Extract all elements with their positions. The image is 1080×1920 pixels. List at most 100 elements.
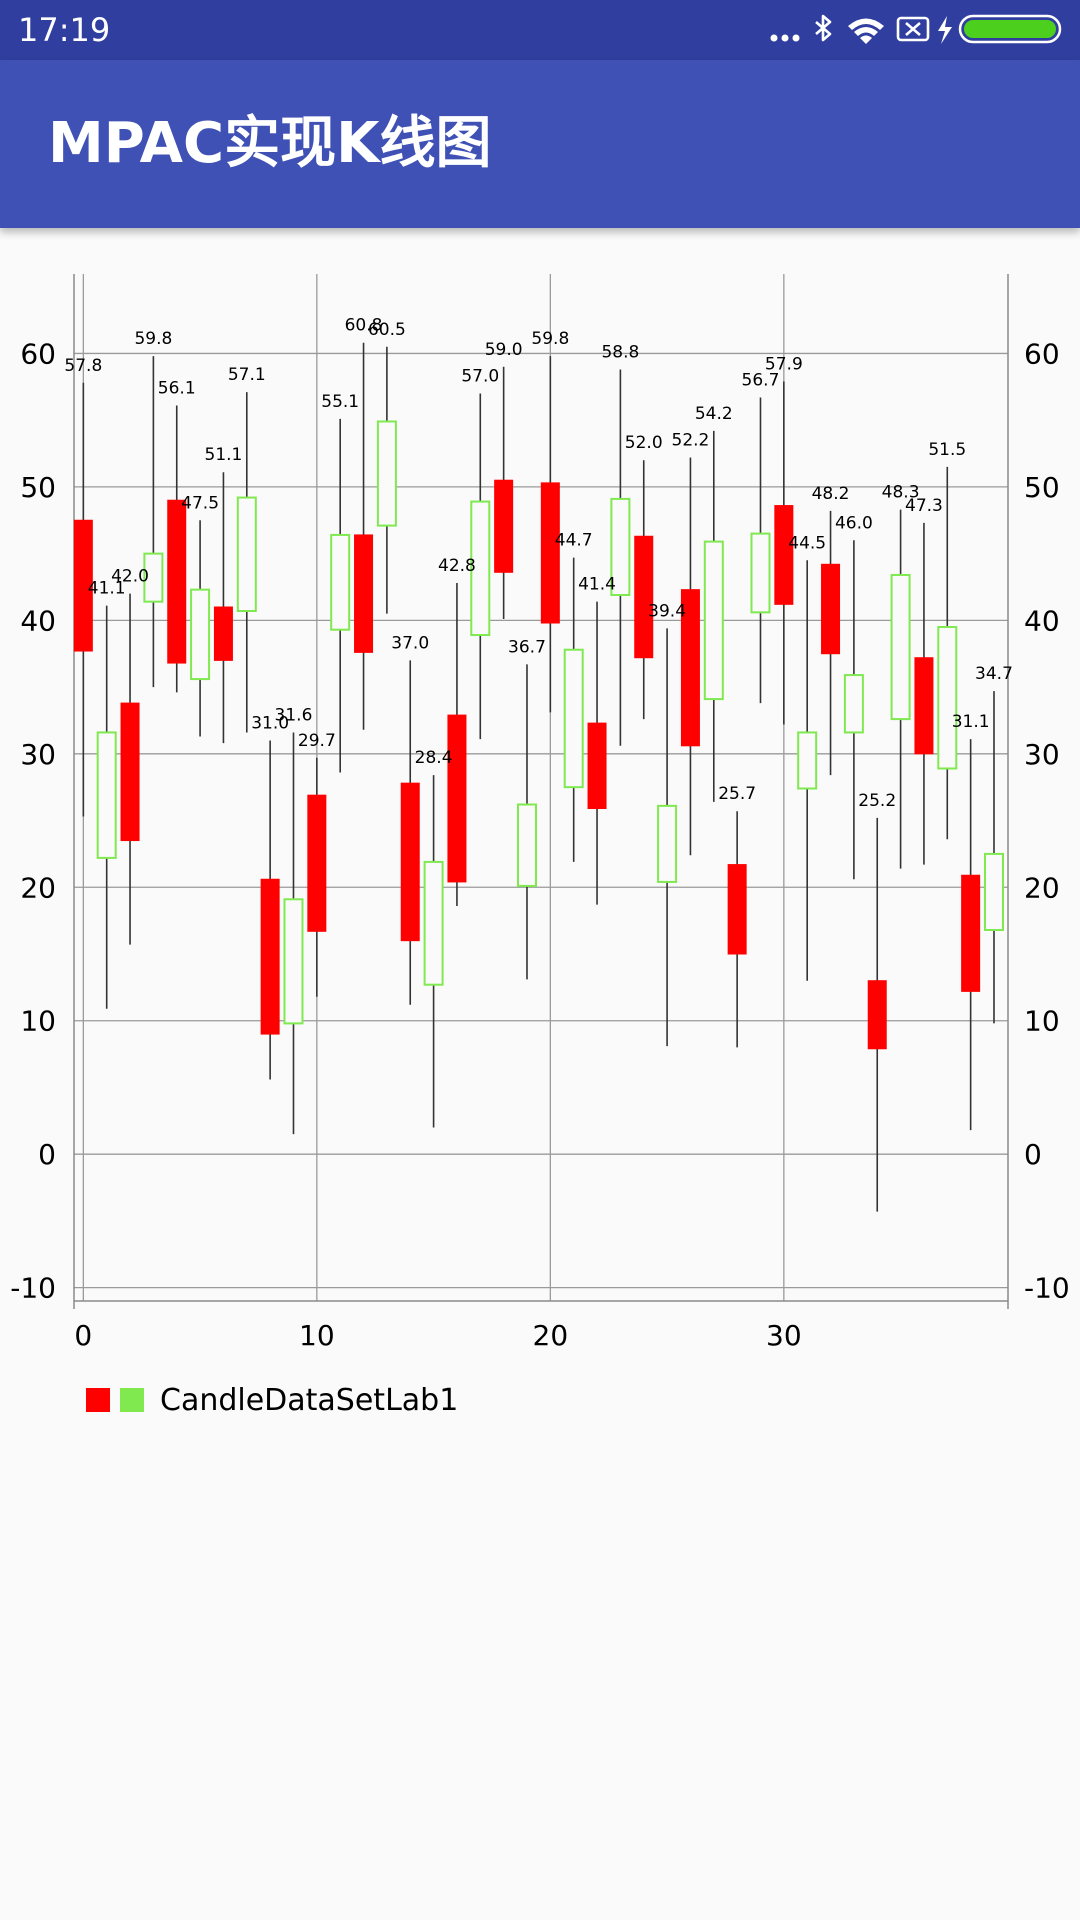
y-tick-label-left: 60	[20, 337, 56, 370]
y-tick-label-right: 30	[1024, 738, 1060, 771]
y-tick-label-right: 0	[1024, 1138, 1042, 1171]
candle	[307, 757, 327, 997]
candle	[703, 430, 724, 802]
candle-body-decreasing	[680, 589, 700, 747]
candle	[610, 369, 631, 746]
x-tick-label: 30	[766, 1319, 802, 1350]
candle	[96, 605, 117, 1009]
value-label: 25.7	[718, 784, 756, 804]
y-tick-label-right: 60	[1024, 337, 1060, 370]
candle	[750, 397, 771, 704]
legend-label: CandleDataSetLab1	[160, 1382, 459, 1418]
value-label: 59.8	[134, 329, 172, 349]
candle-body-decreasing	[540, 482, 560, 624]
value-label: 56.7	[742, 370, 780, 390]
charging-icon	[938, 16, 952, 44]
value-label: 37.0	[391, 633, 429, 653]
value-label: 25.2	[858, 791, 896, 811]
wifi-icon	[848, 18, 884, 44]
candle-body-decreasing	[73, 519, 93, 652]
candle	[867, 817, 887, 1212]
candle-body-increasing	[983, 852, 1004, 931]
candle	[634, 460, 654, 720]
value-label: 60.5	[368, 320, 406, 340]
candle	[563, 557, 584, 862]
candle-body-increasing	[937, 626, 958, 770]
value-label: 57.1	[228, 365, 266, 385]
candle	[540, 356, 560, 713]
candle	[236, 392, 257, 733]
candle-body-decreasing	[961, 874, 981, 992]
candle	[890, 509, 911, 869]
value-label: 55.1	[321, 392, 359, 412]
candle-body-increasing	[657, 804, 678, 883]
candle-body-decreasing	[307, 794, 327, 932]
value-label: 44.5	[788, 533, 826, 553]
candle	[961, 739, 981, 1131]
candle-body-decreasing	[914, 657, 934, 755]
candle	[190, 520, 211, 737]
value-label: 39.4	[648, 601, 686, 621]
y-tick-label-right: 40	[1024, 604, 1060, 637]
sim-disabled-icon	[896, 16, 930, 42]
legend-swatch-increasing	[120, 1388, 144, 1412]
candle	[470, 393, 491, 740]
candle	[774, 381, 794, 725]
value-label: 57.0	[461, 366, 499, 386]
candle-body-decreasing	[867, 980, 887, 1050]
candle	[330, 418, 351, 773]
candle	[680, 457, 700, 856]
candle-body-increasing	[516, 803, 537, 887]
value-label: 57.9	[765, 354, 803, 374]
status-time: 17:19	[18, 11, 111, 49]
y-tick-label-left: 40	[20, 604, 56, 637]
bluetooth-icon	[815, 14, 832, 42]
candle-body-increasing	[283, 898, 304, 1025]
status-bar: 17:19	[0, 0, 1080, 60]
value-label: 28.4	[415, 748, 453, 768]
y-tick-label-left: 0	[38, 1138, 56, 1171]
value-label: 52.2	[672, 431, 710, 451]
candle-body-decreasing	[120, 702, 140, 842]
app-bar: MPAC实现K线图	[0, 60, 1080, 228]
value-label: 41.1	[88, 579, 126, 599]
candle	[516, 664, 537, 980]
candle	[821, 510, 841, 776]
y-tick-label-right: 50	[1024, 471, 1060, 504]
candle	[447, 582, 467, 906]
candle	[354, 342, 374, 730]
candle	[937, 466, 958, 840]
chart-value-labels: 57.8 41.142.0 59.8 56.1 47.5 51.1 57.1 31.031.6…	[64, 316, 1013, 811]
chart-grid	[74, 274, 1008, 1301]
candle-body-increasing	[470, 500, 491, 637]
candle-body-decreasing	[587, 722, 607, 810]
y-tick-label-right: -10	[1024, 1272, 1070, 1305]
candle	[120, 593, 140, 945]
candle-body-increasing	[703, 540, 724, 701]
candle	[914, 522, 934, 865]
y-tick-label-left: 50	[20, 471, 56, 504]
candle	[843, 540, 864, 880]
candle	[400, 660, 420, 1005]
candle-body-decreasing	[400, 782, 420, 942]
value-label: 51.5	[928, 440, 966, 460]
candle	[143, 356, 164, 688]
value-label: 51.1	[205, 445, 243, 465]
status-icons	[764, 12, 1064, 48]
value-label: 42.8	[438, 556, 476, 576]
candle-body-increasing	[376, 420, 397, 527]
x-tick-label: 0	[74, 1319, 92, 1350]
candle	[983, 691, 1004, 1024]
chart-candles	[73, 342, 1004, 1212]
candle	[587, 601, 607, 905]
x-tick-label: 10	[299, 1319, 335, 1350]
candle-body-increasing	[96, 731, 117, 859]
value-label: 36.7	[508, 637, 546, 657]
candle	[727, 811, 747, 1048]
y-tick-label-right: 20	[1024, 871, 1060, 904]
value-label: 58.8	[601, 342, 639, 362]
candle	[657, 628, 678, 1047]
candle	[73, 382, 93, 817]
candle-body-decreasing	[213, 606, 233, 661]
